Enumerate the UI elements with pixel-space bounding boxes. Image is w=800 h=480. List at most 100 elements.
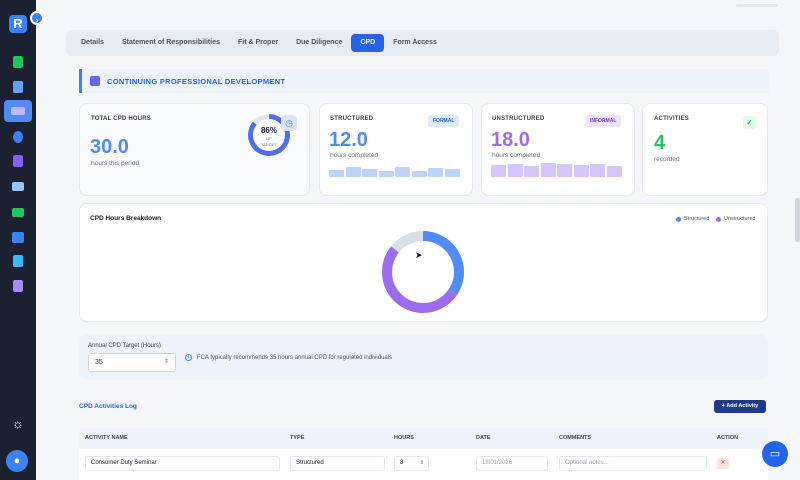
add-activity-button[interactable]: + Add Activity [714, 400, 766, 413]
spark-bar [524, 165, 539, 177]
checkbox-icon: ✓ [743, 116, 756, 129]
activity-type-select[interactable]: Structured [290, 456, 385, 471]
sidebar-item-documents[interactable] [8, 52, 28, 72]
activity-date-input[interactable]: 18/01/2026 [476, 456, 548, 471]
card-icon [12, 207, 24, 217]
tab-statement-of-responsibilities[interactable]: Statement of Responsibilities [121, 39, 220, 46]
spark-bar [362, 168, 377, 177]
ring-of-label: OF [266, 136, 272, 141]
col-comments: COMMENTS [559, 435, 592, 441]
building-icon [13, 81, 23, 93]
mouse-cursor-icon: ➤ [415, 250, 423, 260]
total-cpd-card: TOTAL CPD HOURS 30.0 hours this period 8… [79, 103, 310, 196]
unstructured-label: UNSTRUCTURED [492, 116, 545, 122]
document-icon [13, 56, 23, 68]
shield-icon [13, 131, 23, 143]
unstructured-value: 18.0 [491, 129, 530, 151]
ring-target-label: TARGET [261, 142, 277, 147]
tab-fit-and-proper[interactable]: Fit & Proper [238, 39, 279, 46]
activity-name-input[interactable]: Consumer Duty Seminar [85, 456, 280, 471]
sidebar-item-calendar[interactable] [8, 227, 28, 247]
sidebar-item-buildings[interactable] [8, 77, 28, 97]
chart-title: CPD Hours Breakdown [90, 215, 162, 222]
table-header: ACTIVITY NAME TYPE HOURS DATE COMMENTS A… [79, 428, 768, 448]
section-title: CONTINUING PROFESSIONAL DEVELOPMENT [107, 76, 286, 86]
spark-bar [329, 170, 344, 177]
spark-bar [378, 170, 394, 177]
sidebar-item-checklist[interactable] [8, 251, 28, 271]
sidebar-item-reports[interactable] [8, 176, 28, 196]
structured-sub: hours completed [330, 152, 379, 159]
spark-bar [411, 171, 427, 177]
activities-log-title: CPD Activities Log [79, 403, 137, 410]
sidebar-item-files[interactable] [8, 151, 28, 171]
activities-label: ACTIVITIES [654, 116, 690, 122]
sidebar: R › ☼ ● [0, 0, 44, 480]
formal-badge: FORMAL [428, 115, 460, 127]
tab-cpd[interactable]: CPD [351, 34, 385, 52]
legend-structured: Structured [676, 216, 709, 222]
total-cpd-value: 30.0 [90, 136, 129, 158]
spark-bar [540, 163, 556, 177]
sidebar-toggle-button[interactable]: › [30, 11, 44, 25]
ring-inner: 86% OF TARGET [253, 119, 285, 151]
tab-due-diligence[interactable]: Due Diligence [296, 39, 343, 46]
user-avatar-icon[interactable]: ● [6, 450, 28, 472]
activities-value: 4 [654, 132, 666, 154]
spark-bar [557, 163, 572, 177]
legend-dot-structured [676, 216, 681, 222]
donut-chart [382, 231, 464, 313]
informal-badge: INFORMAL [585, 115, 622, 127]
clock-icon[interactable]: ◷ [281, 115, 297, 131]
chevron-updown-icon: ⇕ [163, 359, 169, 365]
activities-sub: recorded [654, 156, 680, 163]
sidebar-item-shield[interactable] [8, 127, 28, 147]
people-icon [11, 107, 25, 115]
unstructured-sparkbars [491, 163, 625, 177]
structured-value: 12.0 [329, 129, 368, 151]
list-icon [13, 280, 23, 292]
cpd-icon [90, 76, 100, 86]
activity-hours-input[interactable]: 8 ⇕ [394, 456, 429, 471]
col-type: TYPE [290, 435, 305, 441]
annual-target-select[interactable]: 35 ⇕ [88, 353, 176, 372]
unstructured-sub: hours completed [492, 152, 541, 159]
chat-icon[interactable]: ▭ [762, 441, 788, 467]
tab-bar: Details Statement of Responsibilities Fi… [66, 30, 779, 56]
spark-bar [345, 167, 361, 177]
scrollbar-handle[interactable] [795, 198, 800, 242]
table-row: Consumer Duty Seminar Structured 8 ⇕ 18/0… [79, 449, 768, 480]
theme-toggle-icon[interactable]: ☼ [12, 416, 24, 431]
topbar-divider [736, 4, 778, 7]
report-icon [12, 181, 24, 191]
activity-comments-input[interactable]: Optional notes... [559, 456, 707, 471]
add-activity-label: Add Activity [726, 403, 759, 409]
app-logo[interactable]: R [9, 15, 27, 33]
cpd-breakdown-card: CPD Hours Breakdown Structured Unstructu… [79, 203, 768, 322]
sidebar-item-list[interactable] [8, 276, 28, 296]
col-action: ACTION [717, 435, 739, 441]
file-icon [13, 155, 23, 167]
delete-icon[interactable]: ✕ [717, 458, 729, 469]
spark-bar [590, 164, 605, 177]
calendar-icon [12, 231, 24, 243]
legend-unstructured: Unstructured [716, 216, 756, 222]
donut-segment-unstructured [382, 231, 464, 313]
unstructured-card: UNSTRUCTURED INFORMAL 18.0 hours complet… [481, 103, 635, 196]
plus-icon: + [721, 403, 727, 409]
structured-label: STRUCTURED [330, 116, 374, 122]
spark-bar [444, 169, 460, 177]
tab-details[interactable]: Details [81, 39, 104, 46]
spark-bar [507, 164, 523, 177]
legend-dot-unstructured [716, 216, 721, 222]
col-activity-name: ACTIVITY NAME [85, 435, 128, 441]
sidebar-item-cards[interactable] [8, 202, 28, 222]
target-hint: i FCA typically recommends 35 hours annu… [185, 354, 392, 361]
spark-bar [428, 167, 443, 177]
structured-sparkbars [329, 163, 463, 177]
donut-segment-remaining [382, 231, 464, 313]
sidebar-item-people[interactable] [4, 100, 32, 122]
tab-form-access[interactable]: Form Access [393, 39, 437, 46]
legend-label-unstructured: Unstructured [724, 216, 756, 222]
legend-label-structured: Structured [684, 216, 710, 222]
